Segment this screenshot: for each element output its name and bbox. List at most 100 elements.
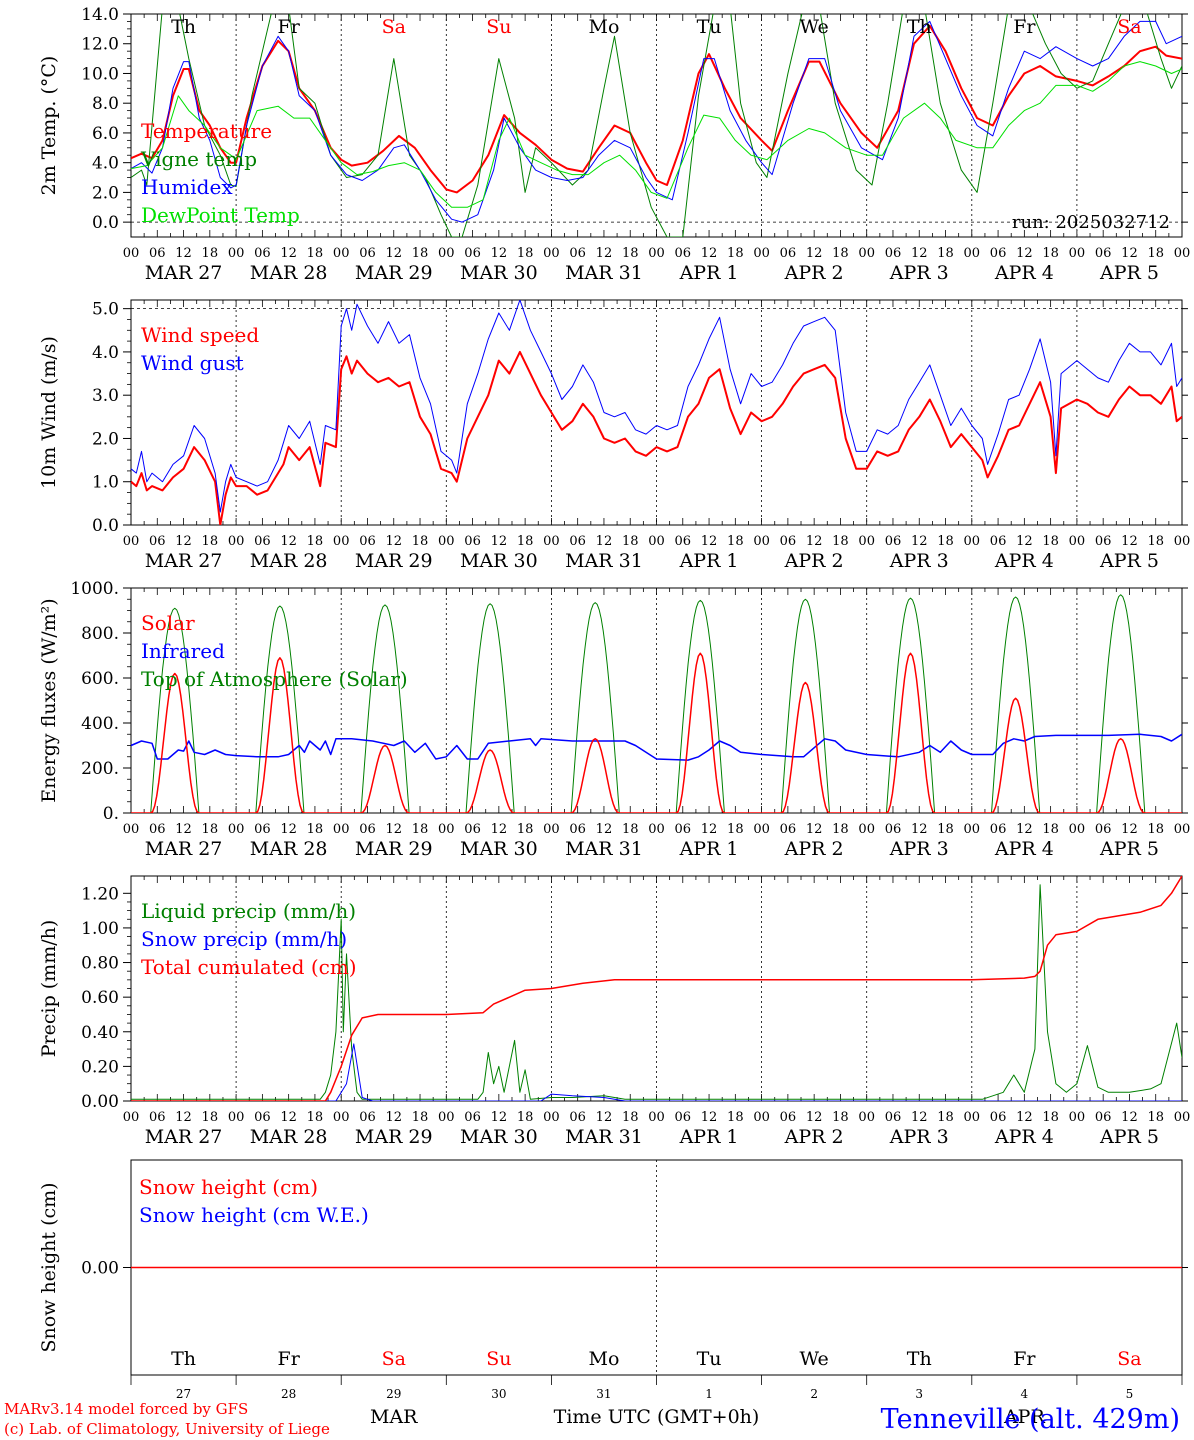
hour-tick-label: 18: [412, 1110, 429, 1125]
day-name-label: Fr: [1013, 1348, 1036, 1370]
day-name-label: Mo: [588, 16, 619, 38]
y-tick-label: 0.00: [81, 1259, 119, 1279]
series-line-total-cumulated-cm-: [131, 876, 1182, 1101]
hour-tick-label: 18: [517, 822, 534, 837]
hour-tick-label: 12: [596, 534, 613, 549]
date-label: MAR 28: [250, 262, 328, 284]
y-tick-label: 3.0: [92, 386, 119, 406]
hour-tick-label: 06: [359, 822, 376, 837]
hour-tick-label: 00: [1174, 1110, 1191, 1125]
y-axis-title: Precip (mm/h): [38, 920, 60, 1058]
hour-tick-label: 18: [202, 1110, 219, 1125]
hour-tick-label: 18: [307, 534, 324, 549]
date-label: APR 2: [784, 1126, 844, 1148]
hour-tick-label: 06: [1095, 1110, 1112, 1125]
hour-tick-label: 18: [1042, 246, 1059, 261]
hour-tick-label: 06: [780, 534, 797, 549]
hour-tick-label: 18: [622, 246, 639, 261]
day-name-label: We: [800, 1348, 829, 1370]
y-tick-label: 10.0: [81, 64, 119, 84]
y-tick-label: 4.0: [92, 154, 119, 174]
date-label: MAR 29: [355, 262, 433, 284]
panel-0: 00 06 12 18 00 06 12 18 00 06 12 18 00 06 12 18 00 06 12 18…: [38, 5, 1190, 284]
hour-tick-label: 06: [569, 822, 586, 837]
y-tick-label: 12.0: [81, 35, 119, 55]
hour-tick-label: 06: [780, 822, 797, 837]
y-tick-label: 1.20: [81, 884, 119, 904]
hour-tick-label: 12: [1121, 246, 1138, 261]
hour-tick-label: 06: [149, 822, 166, 837]
date-label: MAR 28: [250, 838, 328, 860]
date-label: APR 1: [679, 550, 739, 572]
day-name-label: Mo: [588, 1348, 619, 1370]
day-number-label: 1: [705, 1387, 713, 1401]
date-label: MAR 28: [250, 1126, 328, 1148]
date-label: MAR 30: [460, 550, 538, 572]
day-name-label: Th: [907, 1348, 932, 1370]
hour-tick-label: 00: [228, 534, 245, 549]
hour-tick-label: 12: [1121, 822, 1138, 837]
series-group: [131, 876, 1182, 1101]
day-number-label: 4: [1021, 1387, 1029, 1401]
date-label: MAR 27: [145, 550, 223, 572]
date-label: MAR 31: [565, 550, 643, 572]
hour-tick-label: 00: [438, 534, 455, 549]
y-tick-label: 0.0: [92, 213, 119, 233]
day-number-label: 3: [915, 1387, 923, 1401]
date-label: MAR 31: [565, 1126, 643, 1148]
hour-tick-label: 06: [569, 534, 586, 549]
hour-tick-label: 00: [543, 1110, 560, 1125]
hour-tick-label: 00: [123, 534, 140, 549]
hour-tick-label: 00: [1174, 534, 1191, 549]
hour-tick-label: 12: [806, 822, 823, 837]
date-label: APR 5: [1099, 1126, 1159, 1148]
hour-tick-label: 12: [175, 1110, 192, 1125]
hour-tick-label: 06: [569, 246, 586, 261]
hour-tick-label: 18: [937, 246, 954, 261]
date-label: APR 5: [1099, 262, 1159, 284]
hour-tick-label: 18: [1147, 1110, 1164, 1125]
y-tick-label: 4.0: [92, 343, 119, 363]
series-line-snow-precip-mm-h-: [131, 1043, 1182, 1101]
hour-tick-label: 12: [491, 822, 508, 837]
hour-tick-label: 00: [1069, 246, 1086, 261]
hour-tick-label: 06: [990, 534, 1007, 549]
hour-tick-label: 00: [543, 246, 560, 261]
hour-tick-label: 12: [596, 1110, 613, 1125]
footer-credit-text: (c) Lab. of Climatology, University of L…: [4, 1420, 330, 1438]
hour-tick-label: 00: [964, 246, 981, 261]
hour-tick-label: 18: [307, 1110, 324, 1125]
hour-tick-label: 06: [675, 534, 692, 549]
hour-tick-label: 00: [123, 246, 140, 261]
hour-tick-label: 18: [517, 534, 534, 549]
hour-tick-label: 06: [780, 246, 797, 261]
hour-tick-label: 12: [806, 534, 823, 549]
hour-tick-label: 00: [228, 1110, 245, 1125]
date-label: APR 2: [784, 262, 844, 284]
hour-tick-label: 12: [911, 1110, 928, 1125]
hour-tick-label: 12: [911, 246, 928, 261]
hour-tick-label: 18: [622, 534, 639, 549]
y-tick-label: 8.0: [92, 94, 119, 114]
hour-tick-label: 12: [1016, 534, 1033, 549]
hour-tick-label: 00: [1174, 246, 1191, 261]
day-number-label: 27: [176, 1387, 191, 1401]
date-label: MAR 29: [355, 550, 433, 572]
date-label: MAR 29: [355, 838, 433, 860]
hour-tick-label: 12: [806, 246, 823, 261]
legend-entry: Vigne temp: [140, 147, 257, 171]
y-tick-label: 6.0: [92, 124, 119, 144]
series-line-vigne-temp: [131, 14, 1182, 237]
day-name-label: Sa: [382, 16, 406, 38]
legend-entry: Total cumulated (cm): [141, 955, 357, 979]
hour-tick-label: 00: [1069, 1110, 1086, 1125]
legend-entry: Snow height (cm): [139, 1175, 318, 1199]
hour-tick-label: 06: [254, 1110, 271, 1125]
hour-tick-label: 00: [858, 1110, 875, 1125]
series-line-wind-speed: [131, 350, 1182, 525]
y-tick-label: 0.80: [81, 954, 119, 974]
legend-entry: Wind gust: [141, 351, 244, 375]
hour-tick-label: 06: [885, 1110, 902, 1125]
hour-tick-label: 12: [1016, 822, 1033, 837]
hour-tick-label: 12: [596, 246, 613, 261]
